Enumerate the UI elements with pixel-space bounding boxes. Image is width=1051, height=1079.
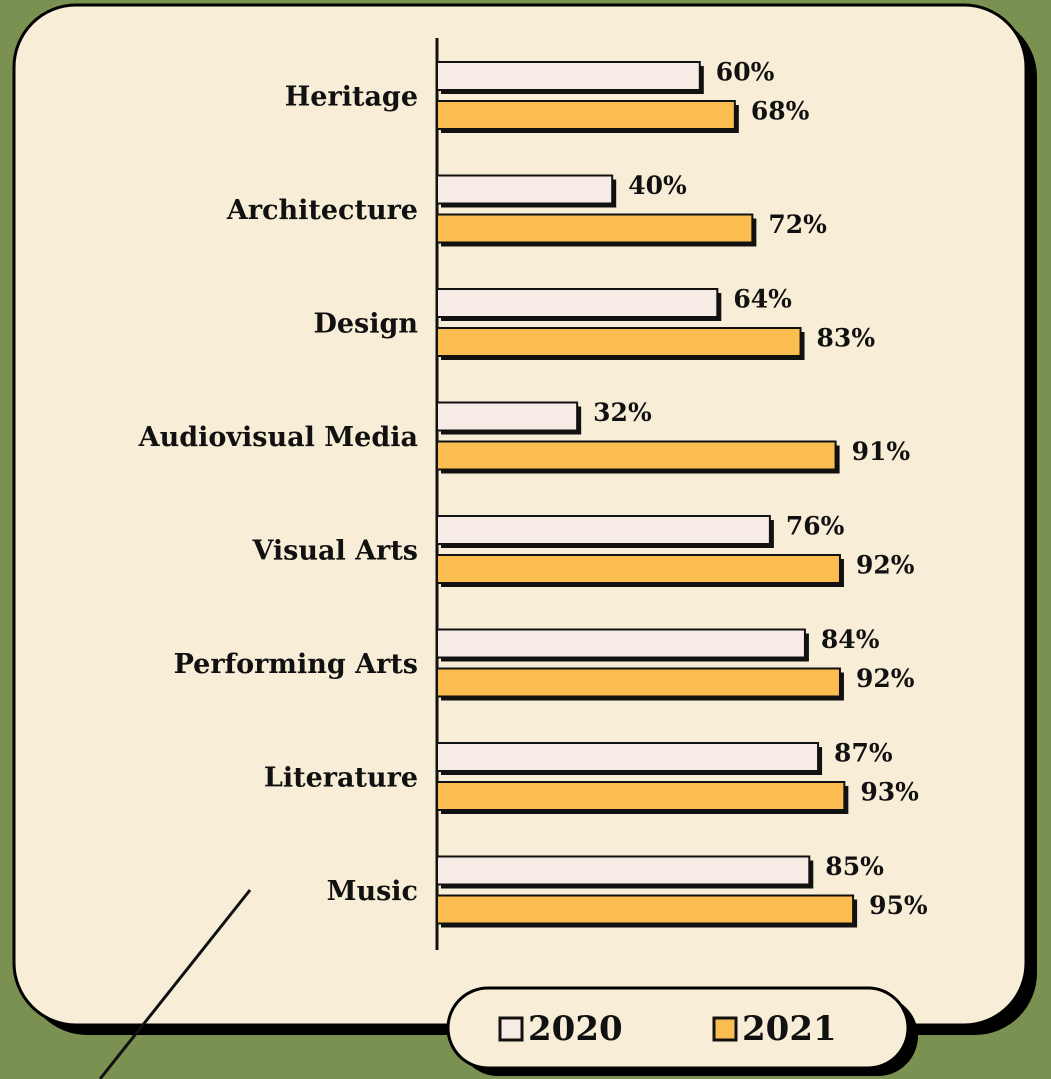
bar	[436, 327, 802, 357]
bar	[436, 855, 811, 886]
legend-box	[446, 986, 910, 1070]
value-label: 92%	[856, 664, 915, 693]
value-label: 32%	[593, 398, 652, 427]
legend-swatch	[498, 1016, 524, 1042]
value-label: 64%	[733, 285, 792, 314]
category-label: Architecture	[226, 195, 418, 226]
value-label: 72%	[768, 210, 827, 239]
value-label: 95%	[869, 891, 928, 920]
bar	[436, 61, 701, 91]
legend-label: 2021	[742, 1009, 837, 1049]
legend-label: 2020	[528, 1009, 623, 1049]
bar	[436, 894, 855, 925]
category-label: Music	[327, 876, 418, 907]
decor-line	[98, 889, 252, 1079]
value-label: 87%	[834, 739, 893, 768]
category-label: Heritage	[285, 82, 418, 113]
value-label: 40%	[628, 171, 687, 200]
value-label: 83%	[817, 324, 876, 353]
bar	[436, 628, 806, 659]
bar	[436, 288, 719, 318]
bar	[436, 742, 820, 772]
bar	[436, 515, 771, 545]
category-label: Literature	[264, 763, 418, 794]
value-label: 60%	[716, 58, 775, 87]
value-label: 91%	[852, 437, 911, 466]
category-label: Audiovisual Media	[138, 422, 418, 453]
value-label: 92%	[856, 551, 915, 580]
value-label: 93%	[860, 778, 919, 807]
value-label: 84%	[821, 625, 880, 654]
category-label: Visual Arts	[251, 536, 418, 567]
bar	[436, 667, 841, 698]
bar	[436, 213, 754, 244]
legend-swatch	[712, 1016, 738, 1042]
category-label: Performing Arts	[174, 649, 418, 680]
bar	[436, 781, 846, 811]
category-label: Design	[313, 309, 418, 340]
value-label: 85%	[825, 852, 884, 881]
bar	[436, 100, 736, 130]
value-label: 68%	[751, 97, 810, 126]
value-label: 76%	[786, 512, 845, 541]
bar	[436, 401, 579, 432]
bar	[436, 174, 614, 205]
bar	[436, 440, 837, 471]
bar	[436, 554, 841, 584]
